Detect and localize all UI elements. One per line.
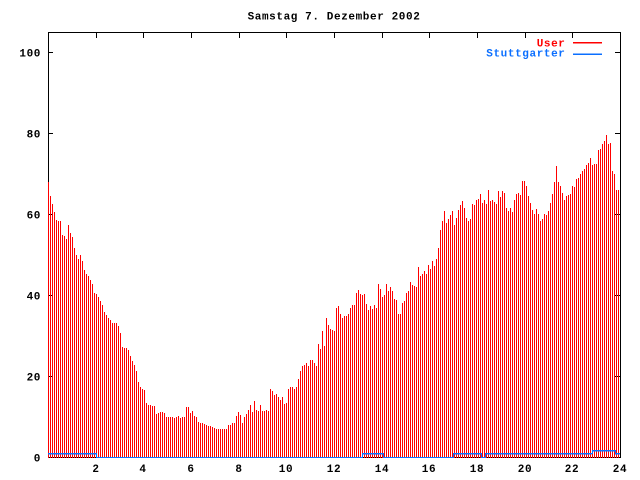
svg-text:100: 100 (19, 49, 41, 61)
svg-text:8: 8 (235, 464, 242, 476)
svg-text:60: 60 (27, 211, 41, 223)
svg-text:6: 6 (187, 464, 194, 476)
svg-text:16: 16 (422, 464, 436, 476)
svg-text:10: 10 (279, 464, 293, 476)
svg-text:20: 20 (27, 373, 41, 385)
svg-text:2: 2 (92, 464, 99, 476)
svg-text:22: 22 (565, 464, 579, 476)
svg-text:20: 20 (518, 464, 532, 476)
svg-text:14: 14 (375, 464, 389, 476)
svg-text:Stuttgarter: Stuttgarter (486, 49, 565, 61)
svg-text:24: 24 (613, 464, 627, 476)
svg-text:40: 40 (27, 292, 41, 304)
svg-text:Samstag 7. Dezember 2002: Samstag 7. Dezember 2002 (248, 12, 421, 24)
svg-text:User: User (537, 39, 566, 51)
svg-text:12: 12 (327, 464, 341, 476)
svg-text:18: 18 (470, 464, 484, 476)
svg-text:4: 4 (139, 464, 146, 476)
svg-text:80: 80 (27, 130, 41, 142)
svg-text:0: 0 (34, 454, 41, 466)
